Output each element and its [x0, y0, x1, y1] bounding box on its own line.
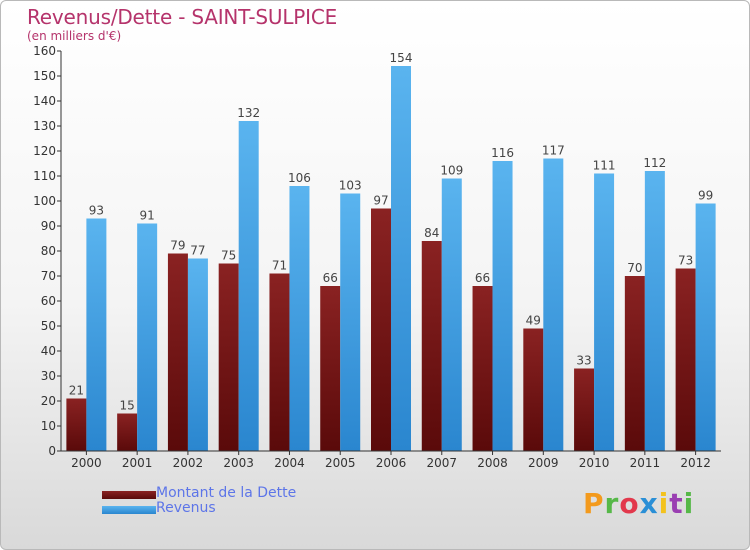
- data-label-revenus: 112: [643, 156, 666, 170]
- y-tick-label: 50: [41, 319, 56, 333]
- bar-dette: [117, 413, 138, 451]
- data-label-revenus: 106: [288, 171, 311, 185]
- y-tick-label: 130: [33, 119, 56, 133]
- data-label-dette: 97: [373, 194, 388, 208]
- bar-dette: [675, 268, 696, 451]
- data-label-revenus: 77: [190, 244, 205, 258]
- x-tick-label: 2010: [579, 456, 610, 470]
- logo-letter: r: [604, 487, 620, 520]
- x-tick-label: 2003: [223, 456, 254, 470]
- y-tick-label: 90: [41, 219, 56, 233]
- logo-letter: P: [583, 487, 605, 520]
- y-tick-label: 110: [33, 169, 56, 183]
- bar-dette: [421, 241, 442, 451]
- y-tick-label: 100: [33, 194, 56, 208]
- data-label-revenus: 103: [339, 179, 362, 193]
- logo-letter: t: [669, 487, 684, 520]
- x-tick-label: 2000: [71, 456, 102, 470]
- bar-dette: [218, 263, 239, 451]
- x-tick-label: 2009: [528, 456, 559, 470]
- y-tick-label: 70: [41, 269, 56, 283]
- logo-letter: i: [658, 487, 670, 520]
- y-tick-label: 40: [41, 344, 56, 358]
- data-label-revenus: 93: [89, 204, 104, 218]
- chart-title: Revenus/Dette - SAINT-SULPICE: [27, 5, 338, 29]
- y-tick-label: 30: [41, 369, 56, 383]
- bar-revenus: [238, 121, 259, 451]
- data-label-dette: 84: [424, 226, 439, 240]
- bar-revenus: [543, 158, 564, 451]
- data-label-dette: 33: [576, 354, 591, 368]
- legend-swatch-revenus: [102, 506, 156, 514]
- x-tick-label: 2006: [376, 456, 407, 470]
- logo-letter: i: [683, 487, 695, 520]
- data-label-dette: 21: [69, 384, 84, 398]
- data-label-dette: 70: [627, 261, 642, 275]
- bar-revenus: [187, 258, 208, 451]
- bar-revenus: [492, 161, 513, 451]
- bar-dette: [320, 286, 341, 451]
- data-label-revenus: 91: [140, 209, 155, 223]
- data-label-dette: 75: [221, 249, 236, 263]
- y-tick-label: 140: [33, 94, 56, 108]
- bar-revenus: [289, 186, 310, 451]
- logo-letter: o: [619, 487, 640, 520]
- y-tick-label: 60: [41, 294, 56, 308]
- data-label-revenus: 116: [491, 146, 514, 160]
- bar-revenus: [137, 223, 158, 451]
- data-label-dette: 66: [475, 271, 490, 285]
- data-label-dette: 15: [120, 399, 135, 413]
- y-tick-label: 0: [48, 444, 56, 458]
- bar-revenus: [594, 173, 615, 451]
- bar-revenus: [441, 178, 462, 451]
- y-tick-label: 20: [41, 394, 56, 408]
- y-tick-label: 150: [33, 69, 56, 83]
- bar-dette: [167, 253, 188, 451]
- bar-revenus: [695, 203, 716, 451]
- bar-revenus: [644, 171, 665, 451]
- bar-dette: [574, 368, 595, 451]
- x-tick-label: 2004: [274, 456, 305, 470]
- data-label-revenus: 117: [542, 144, 565, 158]
- data-label-dette: 71: [272, 259, 287, 273]
- bar-dette: [472, 286, 493, 451]
- y-tick-label: 80: [41, 244, 56, 258]
- y-tick-label: 10: [41, 419, 56, 433]
- x-tick-label: 2008: [477, 456, 508, 470]
- y-tick-label: 120: [33, 144, 56, 158]
- bar-dette: [523, 328, 544, 451]
- bar-dette: [371, 208, 391, 451]
- x-tick-label: 2012: [680, 456, 711, 470]
- data-label-revenus: 111: [593, 159, 616, 173]
- bar-revenus: [86, 218, 107, 451]
- data-label-revenus: 109: [440, 164, 463, 178]
- data-label-dette: 49: [526, 314, 541, 328]
- x-tick-label: 2007: [426, 456, 457, 470]
- x-tick-label: 2011: [630, 456, 661, 470]
- x-tick-label: 2002: [173, 456, 204, 470]
- logo-letter: x: [639, 487, 659, 520]
- x-tick-label: 2005: [325, 456, 356, 470]
- data-label-dette: 73: [678, 254, 693, 268]
- proxiti-logo: Proxiti: [583, 487, 694, 520]
- bar-dette: [624, 276, 645, 451]
- data-label-dette: 79: [170, 239, 185, 253]
- legend-label-revenus: Revenus: [156, 500, 216, 516]
- legend-swatch-dette: [102, 491, 156, 499]
- data-label-dette: 66: [323, 271, 338, 285]
- bar-dette: [66, 398, 87, 451]
- y-tick-label: 160: [33, 44, 56, 58]
- bar-dette: [269, 273, 290, 451]
- bar-revenus: [340, 193, 361, 451]
- data-label-revenus: 154: [390, 51, 413, 65]
- legend-label-dette: Montant de la Dette: [156, 485, 297, 501]
- data-label-revenus: 132: [237, 106, 260, 120]
- x-tick-label: 2001: [122, 456, 153, 470]
- data-label-revenus: 99: [698, 189, 713, 203]
- chart-subtitle: (en milliers d'€): [27, 29, 122, 43]
- bar-revenus: [391, 66, 411, 451]
